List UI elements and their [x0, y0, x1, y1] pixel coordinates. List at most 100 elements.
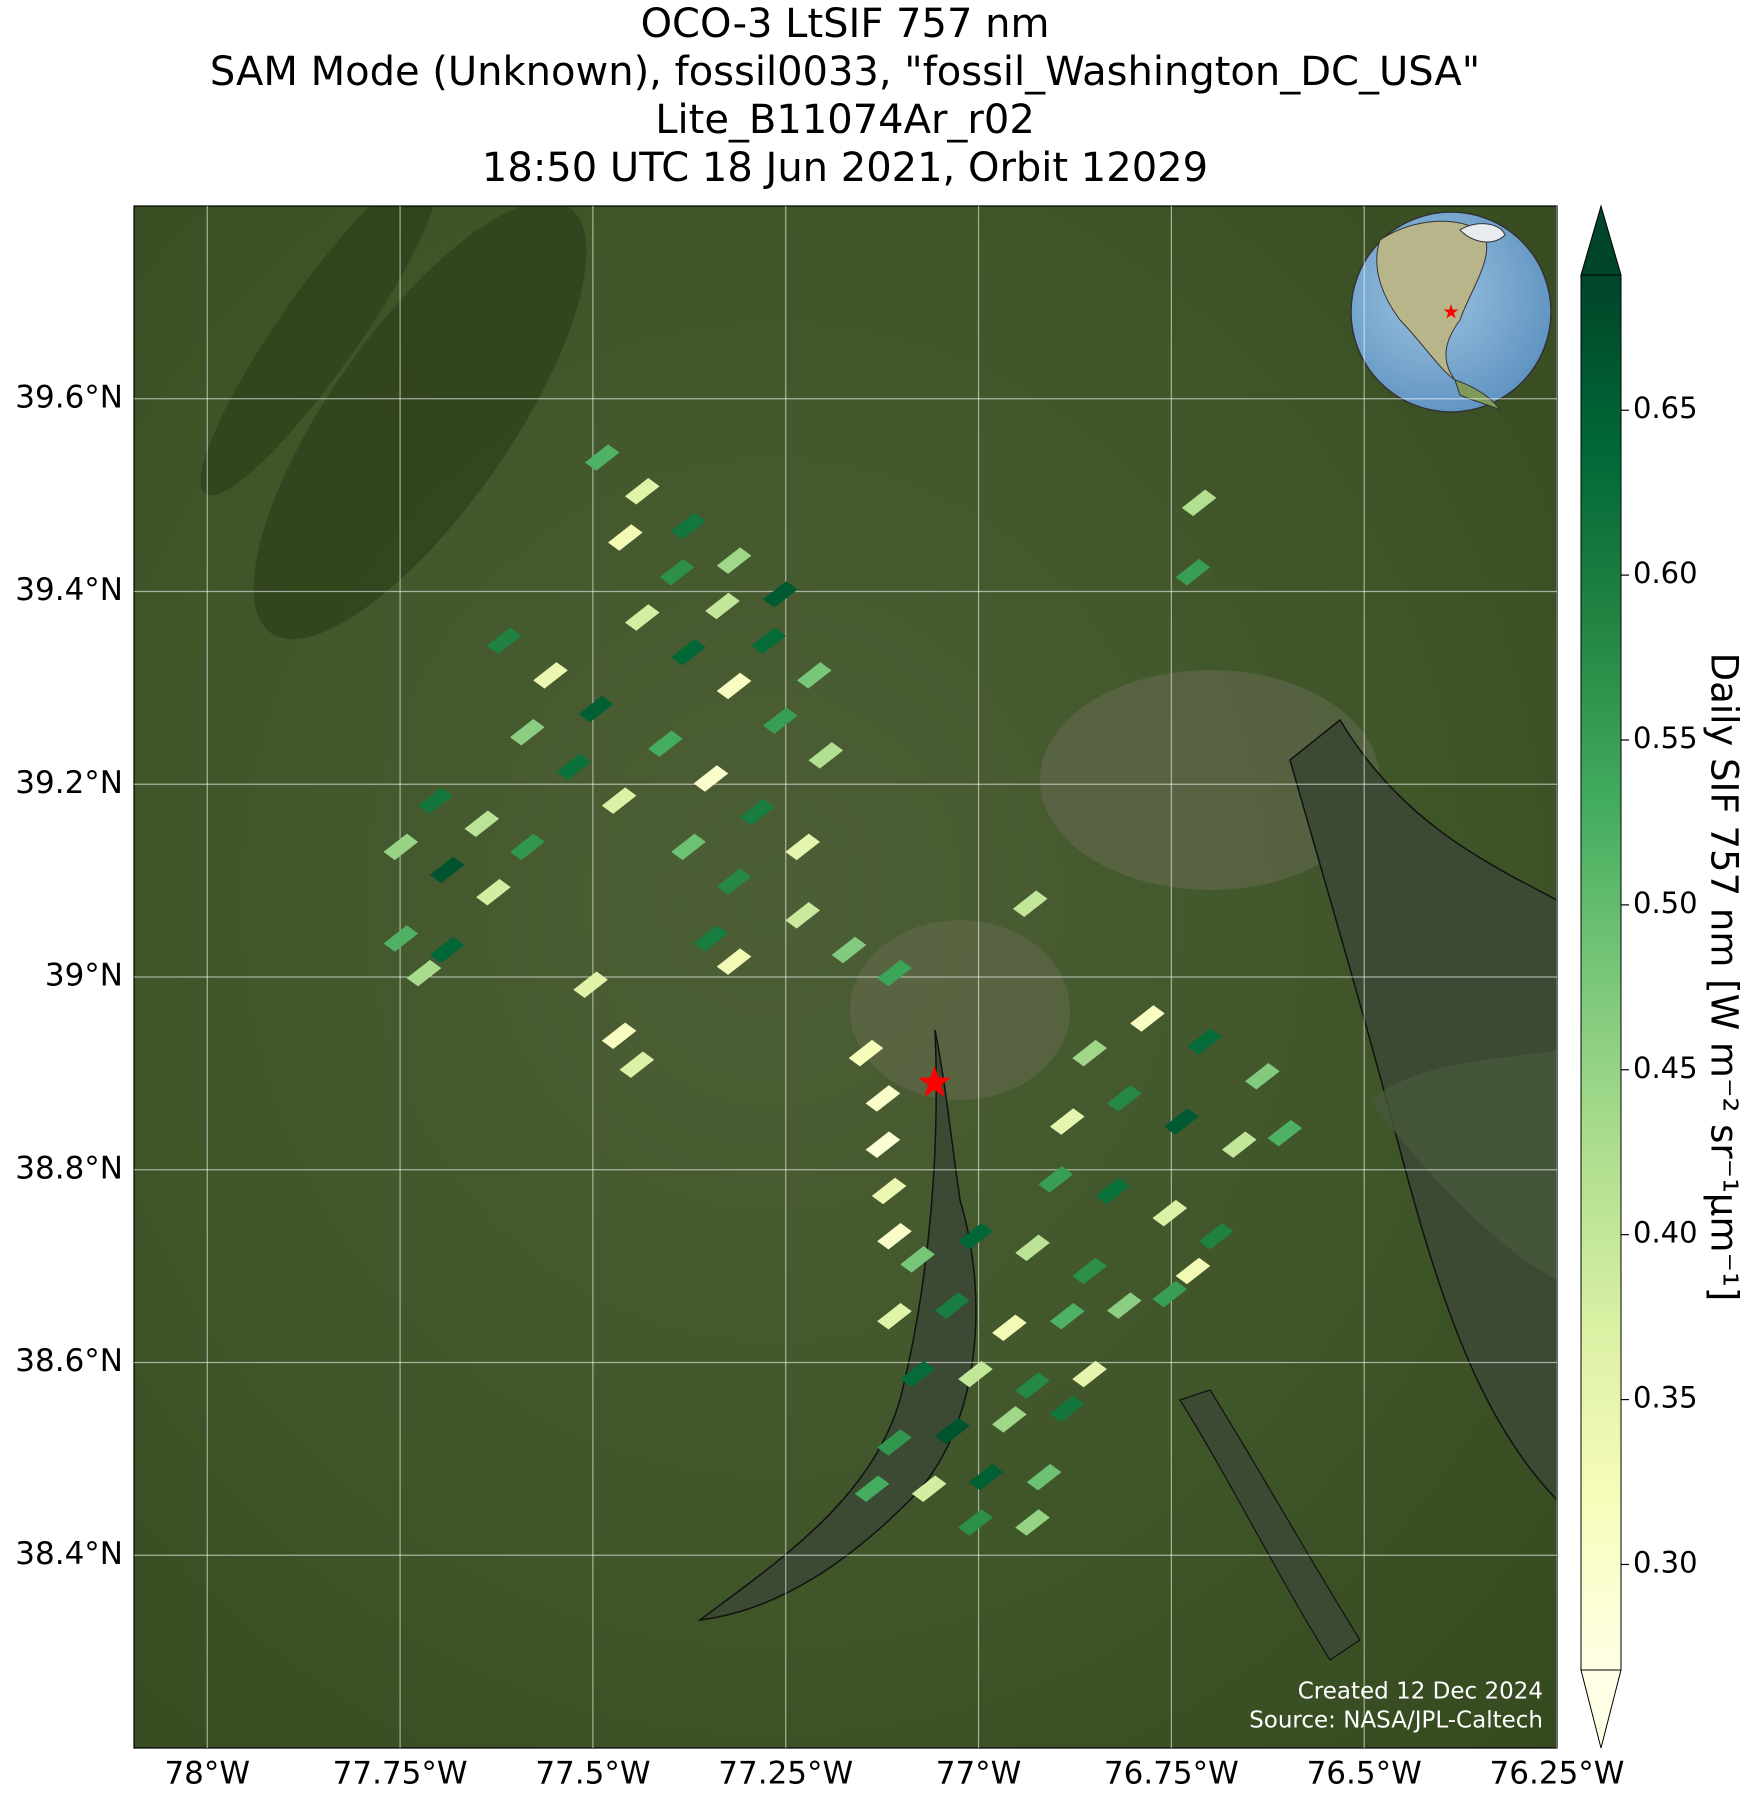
chart-title: Lite_B11074Ar_r02: [655, 97, 1035, 143]
sif-cell: [1152, 1199, 1188, 1227]
x-tick-label: 76.75°W: [1104, 1756, 1239, 1792]
sif-cell: [1072, 1257, 1108, 1285]
sif-cell: [383, 925, 419, 952]
sif-cell: [762, 581, 798, 608]
sif-cell: [671, 833, 706, 861]
sif-cell: [1163, 1108, 1199, 1135]
sif-cell: [900, 1360, 936, 1388]
sif-cell: [464, 810, 500, 838]
sif-cell: [1038, 1166, 1074, 1193]
y-tick-label: 38.6°N: [15, 1343, 123, 1379]
sif-cell: [865, 1131, 901, 1159]
colorbar-tick-label: 0.65: [1633, 391, 1698, 425]
sif-cell: [877, 1429, 912, 1456]
sif-cell: [509, 718, 545, 746]
sif-cell: [1049, 1108, 1085, 1135]
sif-cell: [533, 662, 568, 689]
colorbar-tick-label: 0.60: [1633, 556, 1698, 590]
x-tick-label: 77°W: [936, 1756, 1022, 1792]
x-tick-label: 77.75°W: [333, 1756, 468, 1792]
sif-cell: [934, 1292, 970, 1319]
sif-cell: [601, 1022, 637, 1050]
sif-cell: [991, 1314, 1027, 1342]
sif-cell: [991, 1406, 1027, 1433]
sif-cell: [762, 707, 798, 734]
sif-cell: [958, 1509, 993, 1536]
sif-cell: [486, 627, 522, 654]
sif-cell: [1175, 558, 1211, 586]
colorbar-tick-label: 0.55: [1633, 721, 1698, 755]
x-tick-label: 78°W: [164, 1756, 250, 1792]
sif-cell: [877, 959, 912, 987]
globe-star: [1443, 304, 1459, 319]
sif-cell: [556, 753, 592, 781]
sif-cell: [958, 1360, 993, 1388]
sif-cell: [1015, 1234, 1050, 1262]
sif-cell: [1095, 1177, 1131, 1205]
colorbar-extend-bottom: [1580, 1669, 1622, 1749]
sif-cell: [659, 558, 695, 586]
sif-cell: [1015, 1509, 1050, 1536]
sif-cell: [573, 971, 609, 999]
sif-cell: [619, 1051, 655, 1079]
sif-cell: [1049, 1302, 1085, 1330]
sif-cell: [934, 1417, 970, 1445]
sif-cell: [1198, 1222, 1234, 1250]
sif-cell: [716, 948, 752, 975]
x-tick-label: 77.5°W: [535, 1756, 650, 1792]
sif-cell: [958, 1222, 993, 1250]
sif-cell: [1015, 1372, 1050, 1399]
sif-cell: [607, 524, 643, 551]
sif-cell: [383, 833, 419, 861]
sif-cell: [1130, 1005, 1165, 1032]
y-tick-label: 39°N: [45, 958, 123, 994]
credit: Source: NASA/JPL-Caltech: [1249, 1708, 1543, 1734]
sif-cell: [854, 1475, 890, 1503]
sif-cell: [624, 477, 660, 505]
x-tick-label: 77.25°W: [718, 1756, 853, 1792]
sif-cell: [785, 902, 821, 929]
sif-cell: [429, 936, 465, 964]
sif-cell: [418, 787, 453, 814]
sif-cell: [1244, 1062, 1280, 1090]
y-tick-label: 38.8°N: [15, 1150, 123, 1186]
sif-cells: [383, 444, 1303, 1536]
sif-cell: [865, 1085, 901, 1112]
y-tick-label: 39.6°N: [15, 379, 123, 415]
sif-cell: [831, 936, 867, 964]
sif-cell: [1106, 1085, 1142, 1112]
sif-cell: [1187, 1028, 1222, 1055]
sif-cell: [968, 1463, 1004, 1491]
sif-cell: [796, 662, 832, 689]
colorbar-tick-label: 0.35: [1633, 1381, 1698, 1415]
sif-cell: [601, 787, 637, 814]
sif-cell: [785, 833, 821, 861]
sif-cell: [406, 959, 442, 987]
sif-cell: [475, 878, 511, 906]
x-tick-label: 76.5°W: [1307, 1756, 1422, 1792]
sif-cell: [624, 604, 660, 631]
sif-cell: [1026, 1463, 1062, 1491]
x-tick-label: 76.25°W: [1490, 1756, 1625, 1792]
sif-cell: [900, 1246, 936, 1273]
sif-cell: [1072, 1039, 1108, 1067]
chart-title: OCO-3 LtSIF 757 nm: [641, 1, 1050, 47]
sif-cell: [808, 742, 844, 769]
target-star: [918, 1066, 951, 1097]
sif-cell: [1175, 1257, 1211, 1285]
sif-cell: [1181, 489, 1217, 517]
colorbar-tick-label: 0.40: [1633, 1216, 1698, 1250]
colorbar-label: Daily SIF 757 nm [W m⁻² sr⁻¹μm⁻¹]: [1703, 653, 1746, 1302]
colorbar-extend-top: [1580, 204, 1622, 276]
chart-title: SAM Mode (Unknown), fossil0033, "fossil_…: [210, 49, 1480, 95]
sif-cell: [1106, 1292, 1142, 1319]
sif-cell: [1267, 1119, 1303, 1147]
sif-cell: [1152, 1280, 1188, 1308]
colorbar-tick-label: 0.30: [1633, 1545, 1698, 1579]
sif-cell: [509, 833, 545, 861]
sif-cell: [671, 512, 706, 540]
sif-cell: [578, 695, 614, 723]
sif-cell: [716, 672, 752, 700]
chart-title: 18:50 UTC 18 Jun 2021, Orbit 12029: [482, 145, 1208, 191]
